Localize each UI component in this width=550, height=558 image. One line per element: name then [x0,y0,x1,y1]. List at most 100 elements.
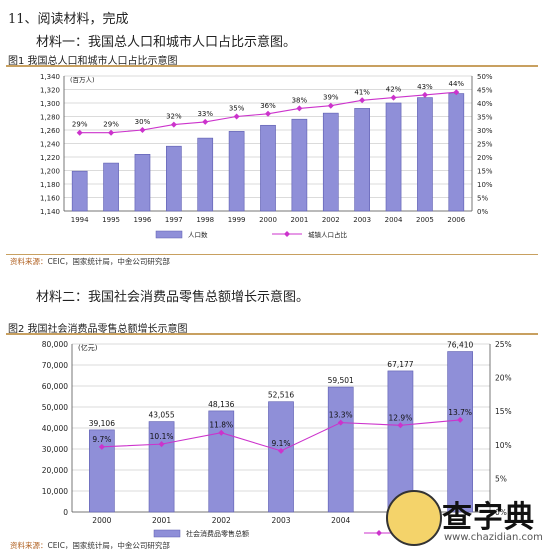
ratio-value-label: 9.1% [271,439,290,448]
ratio-point [327,102,334,109]
y2-tick-label: 45% [477,87,493,95]
y2-tick-label: 25% [495,340,512,349]
y-axis-unit: (亿元) [78,343,98,352]
y2-tick-label: 10% [477,181,493,189]
ratio-value-label: 32% [166,113,182,121]
y2-tick-label: 5% [495,474,507,483]
bar [71,170,88,212]
ratio-value-label: 35% [229,105,245,113]
question-title: 11、阅读材料，完成 [8,12,129,27]
y2-tick-label: 40% [477,100,493,108]
ratio-point [453,89,460,96]
figure1-source-text: CEIC，国家统计局，中金公司研究部 [47,257,170,266]
bar [134,154,151,212]
y-tick-label: 20,000 [42,466,68,475]
bar [447,351,473,513]
ratio-point [337,419,344,426]
bar [417,97,433,212]
figure2: 图2 我国社会消费品零售总额增长示意图 0 10,000 20,000 30,000 4… [4,318,544,554]
figure1-source: 资料来源：CEIC，国家统计局，中金公司研究部 [10,256,170,267]
x-tick-label: 1996 [134,216,152,224]
y-tick-label: 1,340 [40,73,60,81]
x-tick-label: 2000 [259,216,277,224]
bar [387,370,414,513]
x-tick-label: 2006 [447,216,465,224]
y2-tick-label: 35% [477,114,493,122]
y-axis-unit: (百万人) [70,76,95,84]
y-tick-label: 10,000 [42,487,68,496]
y2-tick-label: 30% [477,127,493,135]
y2-tick-label: 0% [495,508,507,517]
bar-value-label: 52,516 [268,391,294,400]
y-tick-label: 1,220 [40,154,60,162]
ratio-point [158,441,165,448]
bar [322,112,339,212]
ratio-point [170,121,177,128]
ratio-value-label: 39% [323,94,339,102]
legend-bar-swatch [155,230,183,239]
x-tick-label: 2005 [416,216,434,224]
figure2-source: 资料来源：CEIC，国家统计局，中金公司研究部 [10,540,170,551]
bar-value-label: 48,136 [208,400,234,409]
y-tick-label: 0 [63,508,68,517]
x-tick-label: 1995 [102,216,120,224]
y-tick-label: 1,200 [40,168,60,176]
y2-tick-label: 5% [477,195,488,203]
y2-tick-label: 10% [495,441,512,450]
ratio-point [233,113,240,120]
chazidian-logo: 查字典 www.chazidian.com [384,484,544,554]
bar [327,386,354,513]
bar-value-label: 43,055 [148,411,174,420]
y-tick-label: 1,180 [40,181,60,189]
x-tick-label: 1999 [228,216,246,224]
figure1-bottom-rule [6,254,538,255]
ratio-point [421,91,428,98]
figure1: 图1 我国总人口和城市人口占比示意图 1,140 1,160 1,180 1,200 1… [4,50,544,268]
y2-tick-label: 0% [477,208,488,216]
ratio-value-label: 29% [72,121,88,129]
bar-value-label: 67,177 [387,360,413,369]
y-tick-label: 40,000 [42,424,68,433]
legend-bar-label: 社会消费品零售总额 [186,529,249,538]
ratio-point [265,110,271,117]
figure1-source-label: 资料来源： [10,257,48,266]
bar [385,102,402,212]
ratio-point [76,129,83,136]
mascot-icon [386,490,442,546]
x-tick-label: 1997 [165,216,183,224]
x-tick-label: 2001 [290,216,308,224]
x-tick-label: 2004 [331,516,350,525]
ratio-value-label: 44% [449,80,465,88]
ratio-value-label: 42% [386,86,402,94]
bar [166,145,182,212]
x-tick-label: 1998 [196,216,214,224]
figure2-source-label: 资料来源： [10,541,48,550]
bar-value-label: 39,106 [89,419,115,428]
ratio-value-label: 29% [103,121,119,129]
ratio-point [98,443,105,450]
ratio-point [278,447,284,454]
x-tick-label: 2001 [152,516,171,525]
bar [448,93,465,212]
y2-tick-label: 25% [477,141,493,149]
ratio-point [397,422,404,429]
bar [148,421,175,513]
ratio-point [390,94,397,101]
ratio-point [108,129,115,136]
figure1-caption: 图1 我国总人口和城市人口占比示意图 [8,56,178,67]
ratio-point [202,118,209,125]
ratio-point [139,127,146,133]
ratio-value-label: 36% [260,102,276,110]
bar [291,118,308,212]
material2-title: 材料二：我国社会消费品零售总额增长示意图。 [36,290,310,305]
logo-wordmark: 查字典 [442,500,535,535]
ratio-point [457,416,464,423]
ratio-value-label: 11.8% [209,421,233,430]
bar-value-label: 76,410 [447,341,473,350]
material1-title: 材料一：我国总人口和城市人口占比示意图。 [36,35,297,50]
x-tick-label: 2000 [92,516,111,525]
y-tick-label: 70,000 [42,361,68,370]
x-tick-label: 2003 [271,516,290,525]
ratio-value-label: 41% [354,88,370,96]
logo-url: www.chazidian.com [444,532,543,543]
